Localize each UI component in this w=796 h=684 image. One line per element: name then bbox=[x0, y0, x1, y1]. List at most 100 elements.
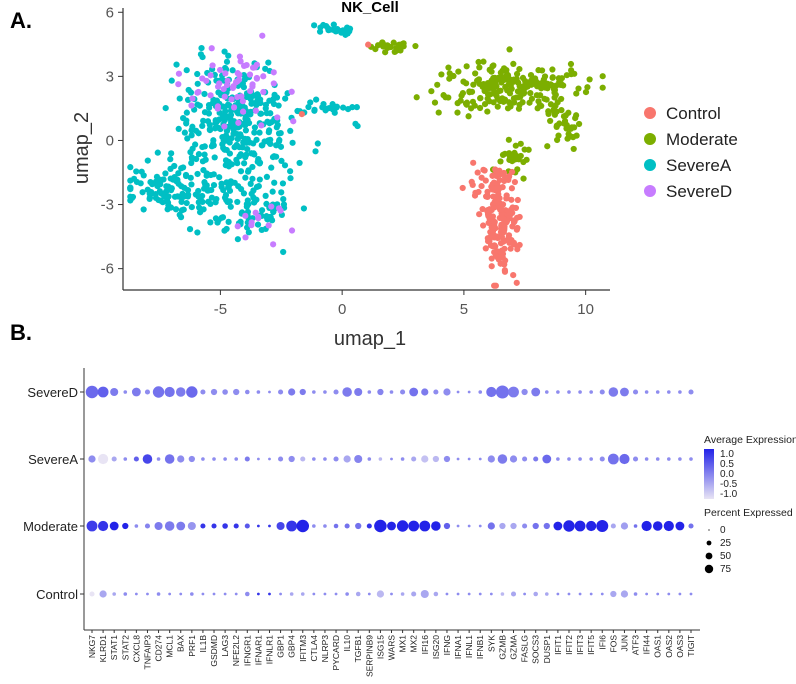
dot-severea-gbp1 bbox=[278, 456, 284, 462]
umap-point bbox=[544, 143, 551, 150]
umap-point bbox=[199, 75, 206, 82]
gene-label: SOCS3 bbox=[531, 635, 541, 664]
dot-severea-syk bbox=[487, 455, 495, 463]
umap-point bbox=[234, 223, 241, 230]
umap-point bbox=[501, 226, 508, 233]
umap-point bbox=[537, 92, 544, 99]
dot-control-stat2 bbox=[123, 592, 128, 596]
umap-point bbox=[275, 102, 282, 109]
dot-severea-cd274 bbox=[156, 457, 161, 461]
umap-point bbox=[127, 164, 134, 171]
umap-point bbox=[220, 137, 227, 144]
dot-moderate-ifnar1 bbox=[256, 524, 260, 528]
umap-point bbox=[330, 21, 337, 28]
dot-control-ifit5 bbox=[589, 592, 593, 596]
dotplot-row-severed bbox=[85, 385, 694, 399]
umap-point bbox=[245, 229, 252, 236]
umap-point bbox=[569, 134, 577, 141]
umap-point bbox=[243, 61, 250, 69]
umap-point bbox=[206, 187, 213, 194]
umap-point bbox=[207, 92, 214, 99]
umap-point bbox=[390, 39, 397, 46]
umap-point bbox=[474, 169, 481, 176]
umap-point bbox=[274, 114, 281, 121]
dot-severed-ifnlr1 bbox=[268, 390, 271, 394]
dot-severea-faslg bbox=[522, 456, 528, 462]
umap-point bbox=[222, 70, 229, 77]
umap-point bbox=[547, 101, 555, 108]
gene-label: GBP4 bbox=[287, 635, 297, 658]
umap-point bbox=[139, 189, 146, 196]
umap-x-tick-label: 10 bbox=[577, 301, 594, 318]
dot-moderate-gzma bbox=[510, 522, 517, 530]
umap-point bbox=[174, 193, 181, 200]
dot-severed-ifit1 bbox=[556, 390, 560, 394]
umap-point bbox=[527, 90, 534, 97]
gene-label: OAS2 bbox=[664, 635, 674, 658]
dot-severea-atf3 bbox=[632, 456, 639, 462]
umap-point bbox=[270, 95, 277, 103]
dot-control-il1b bbox=[201, 592, 205, 596]
dot-moderate-wars bbox=[387, 521, 396, 531]
umap-point bbox=[140, 206, 147, 213]
umap-point bbox=[194, 80, 201, 87]
gene-label: NLRP3 bbox=[320, 635, 330, 663]
umap-point bbox=[220, 86, 227, 93]
dot-severea-gsdmd bbox=[212, 457, 216, 461]
dotplot-row-moderate bbox=[86, 519, 694, 533]
umap-point bbox=[526, 99, 533, 106]
umap-point bbox=[165, 193, 172, 200]
dot-control-ifnb1 bbox=[478, 592, 482, 596]
umap-point bbox=[133, 168, 140, 175]
umap-point bbox=[463, 80, 470, 87]
dot-moderate-gzmb bbox=[499, 522, 506, 530]
umap-y-tick-label: -6 bbox=[101, 261, 114, 278]
dot-severed-ifna1 bbox=[456, 390, 460, 394]
dot-severed-gzma bbox=[508, 386, 519, 398]
umap-point bbox=[180, 193, 187, 200]
dot-control-ifit2 bbox=[567, 592, 571, 596]
dot-severed-nkg7 bbox=[85, 385, 99, 399]
umap-point bbox=[216, 174, 223, 181]
umap-point bbox=[508, 185, 516, 192]
umap-point bbox=[269, 188, 276, 195]
umap-point bbox=[488, 68, 495, 75]
umap-x-axis-title: umap_1 bbox=[334, 328, 406, 350]
size-legend-dot bbox=[706, 540, 712, 546]
dot-severed-nfe2l2 bbox=[233, 388, 240, 396]
legend-label: Moderate bbox=[666, 130, 738, 149]
umap-point bbox=[210, 182, 218, 189]
dot-severea-mx1 bbox=[400, 457, 405, 461]
dotplot-row-label: Control bbox=[36, 587, 78, 602]
umap-point bbox=[240, 71, 247, 79]
umap-point bbox=[181, 129, 188, 136]
dot-control-nkg7 bbox=[89, 591, 95, 597]
umap-point bbox=[278, 157, 285, 164]
umap-point bbox=[463, 63, 470, 70]
umap-point bbox=[477, 94, 484, 102]
umap-point bbox=[220, 187, 227, 194]
umap-point bbox=[224, 198, 231, 206]
umap-point bbox=[197, 51, 205, 58]
dot-severed-ifngr1 bbox=[245, 389, 250, 395]
gene-label: ATF3 bbox=[631, 635, 641, 655]
umap-point bbox=[199, 143, 206, 151]
umap-point bbox=[176, 95, 183, 102]
umap-point bbox=[550, 86, 558, 93]
umap-point bbox=[163, 183, 170, 190]
gene-label: GBP1 bbox=[276, 635, 286, 658]
size-legend-title: Percent Expressed bbox=[704, 507, 793, 519]
dot-control-oas2 bbox=[667, 592, 671, 596]
dot-control-gbp4 bbox=[289, 592, 294, 596]
gene-label: TGFB1 bbox=[353, 635, 363, 663]
umap-point bbox=[225, 159, 232, 167]
dot-moderate-prf1 bbox=[187, 521, 196, 531]
dot-control-pycard bbox=[334, 592, 338, 596]
dot-moderate-tgfb1 bbox=[355, 522, 362, 530]
dot-severea-ifnb1 bbox=[478, 457, 482, 461]
umap-point bbox=[236, 153, 243, 160]
dot-severed-mcl1 bbox=[164, 386, 175, 398]
umap-point bbox=[551, 94, 558, 101]
umap-point bbox=[183, 67, 190, 74]
umap-point bbox=[239, 98, 247, 105]
